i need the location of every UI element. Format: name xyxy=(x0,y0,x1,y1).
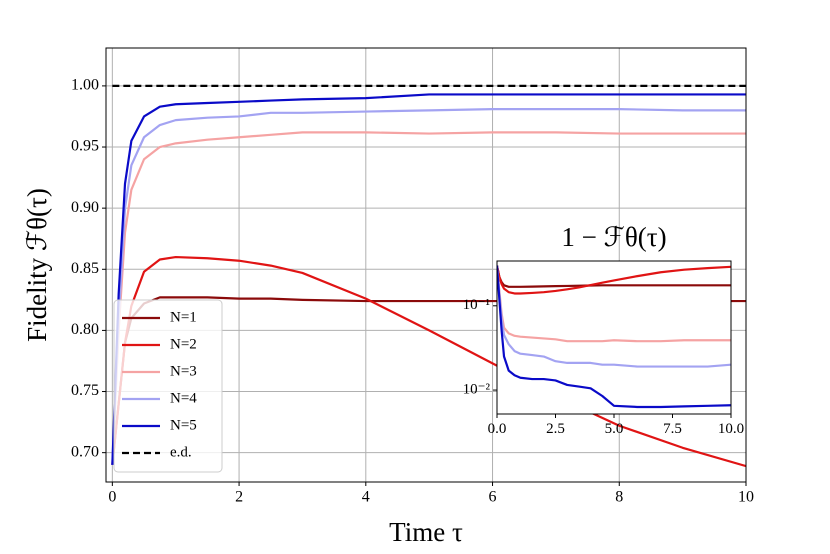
x-tick-label: 6 xyxy=(489,489,497,506)
x-tick-label: 7.5 xyxy=(663,421,682,437)
y-tick-label: 0.75 xyxy=(71,382,99,399)
y-tick-label: 10⁻¹ xyxy=(463,297,490,313)
x-tick-label: 2 xyxy=(235,489,243,506)
series-line xyxy=(111,131,746,465)
x-axis-label: Time τ xyxy=(389,517,463,547)
series-line xyxy=(497,265,731,368)
series-line xyxy=(111,108,746,465)
series-line xyxy=(497,265,731,295)
legend-label: N=5 xyxy=(170,417,197,433)
x-tick-label: 10.0 xyxy=(718,421,744,437)
y-tick-label: 0.85 xyxy=(71,260,99,277)
legend-box xyxy=(113,299,223,473)
series-line xyxy=(497,265,731,409)
series-line xyxy=(497,265,731,288)
x-tick-label: 5.0 xyxy=(605,421,624,437)
x-tick-label: 2.5 xyxy=(546,421,565,437)
y-tick-label: 10⁻² xyxy=(463,382,491,398)
x-tick-label: 0.0 xyxy=(488,421,507,437)
legend-label: N=4 xyxy=(170,390,197,406)
x-tick-label: 4 xyxy=(362,489,370,506)
series-line xyxy=(111,93,746,465)
y-tick-label: 0.95 xyxy=(71,138,99,155)
legend-label: N=1 xyxy=(170,309,197,325)
x-tick-label: 8 xyxy=(615,489,623,506)
y-axis-label: Fidelity ℱθ(τ) xyxy=(22,188,52,342)
legend-label: e.d. xyxy=(170,444,192,460)
x-tick-label: 10 xyxy=(738,489,754,506)
y-tick-label: 0.70 xyxy=(71,443,99,460)
legend-label: N=3 xyxy=(170,363,197,379)
series-line xyxy=(497,265,731,343)
y-tick-label: 0.90 xyxy=(71,199,99,216)
y-tick-label: 1.00 xyxy=(71,77,99,94)
y-tick-label: 0.80 xyxy=(71,321,99,338)
x-tick-label: 0 xyxy=(108,489,116,506)
legend-label: N=2 xyxy=(170,336,197,352)
plot-frame xyxy=(105,47,747,483)
inset-title: 1 − ℱθ(τ) xyxy=(561,222,666,252)
